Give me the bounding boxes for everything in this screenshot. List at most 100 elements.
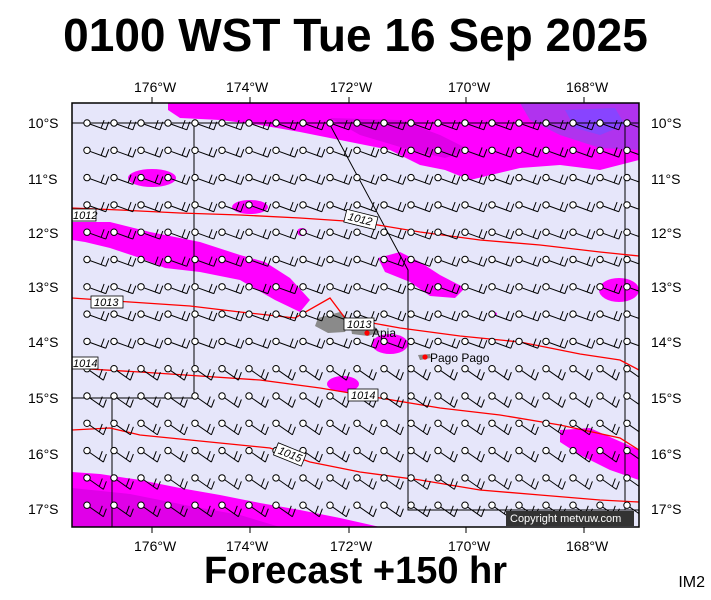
wind-station-dot: [596, 337, 604, 346]
wind-barb-feather: [537, 258, 542, 267]
wind-barb-feather: [262, 311, 267, 320]
wind-station-dot: [569, 255, 577, 264]
wind-station-dot: [245, 310, 253, 318]
wind-barb-feather: [646, 176, 649, 184]
apia-marker: [364, 330, 370, 336]
wind-barb-feather: [348, 230, 353, 240]
wind-station-dot: [326, 365, 334, 373]
wind-barb-feather: [449, 505, 454, 514]
wind-station-dot: [488, 365, 496, 373]
wind-station-dot: [353, 337, 361, 346]
wind-barb-feather: [426, 426, 431, 435]
wind-station-dot: [299, 474, 307, 482]
wind-station-dot: [137, 474, 145, 482]
wind-barb-feather: [105, 340, 110, 349]
wind-barb-feather: [289, 229, 294, 238]
wind-barb-feather: [314, 396, 319, 405]
wind-barb-feather: [98, 478, 103, 487]
wind-barb-feather: [559, 256, 564, 265]
wind-station-dot: [542, 146, 550, 155]
wind-barb-feather: [643, 427, 646, 435]
wind-barb-feather: [618, 203, 623, 212]
wind-barb-feather: [429, 312, 434, 322]
wind-station-dot: [164, 337, 172, 346]
wind-barb-feather: [586, 201, 591, 211]
wind-barb-feather: [105, 258, 110, 267]
wind-barb-feather: [480, 508, 485, 517]
wind-barb-feather: [181, 147, 186, 156]
wind-station-dot: [191, 392, 199, 400]
wind-barb-feather: [368, 369, 373, 378]
wind-barb-feather: [534, 399, 539, 408]
wind-barb-feather: [643, 399, 646, 407]
wind-barb-feather: [503, 423, 508, 433]
wind-station-dot: [326, 146, 334, 155]
wind-station-dot: [299, 310, 307, 318]
wind-station-dot: [326, 228, 334, 236]
wind-barb-feather: [370, 283, 375, 293]
wind-barb-feather: [613, 147, 618, 156]
wind-barb-feather: [402, 312, 407, 322]
wind-barb-feather: [422, 505, 427, 514]
wind-station-dot: [110, 501, 118, 509]
wind-barb-feather: [588, 399, 593, 408]
wind-station-dot: [218, 365, 226, 373]
wind-barb-feather: [451, 256, 456, 265]
wind-barb-feather: [451, 147, 456, 156]
wind-barb-feather: [100, 201, 105, 211]
wind-barb-feather: [424, 256, 429, 265]
wind-station-dot: [272, 201, 280, 209]
wind-barb-feather: [451, 201, 456, 211]
isobar-1015: [72, 427, 639, 503]
wind-station-dot: [353, 255, 361, 264]
wind-station-dot: [488, 146, 496, 155]
wind-station-dot: [272, 283, 280, 291]
wind-station-dot: [299, 501, 307, 509]
wind-station-dot: [83, 446, 91, 455]
wind-station-dot: [245, 283, 253, 291]
wind-barb-feather: [240, 285, 245, 294]
wind-barb-feather: [476, 423, 481, 433]
wind-barb-feather: [451, 229, 456, 238]
wind-barb-feather: [213, 176, 218, 185]
wind-barb-feather: [240, 148, 245, 158]
wind-barb-feather: [294, 121, 299, 131]
wind-barb-feather: [294, 340, 299, 349]
wind-barb-feather: [564, 285, 569, 294]
wind-barb-feather: [183, 371, 188, 381]
wind-station-dot: [272, 474, 280, 482]
wind-barb-feather: [210, 481, 215, 490]
wind-barb-feather: [591, 121, 596, 131]
wind-station-dot: [83, 255, 91, 264]
wind-barb-feather: [534, 426, 539, 435]
wind-barb-feather: [402, 285, 407, 294]
wind-barb-feather: [456, 148, 461, 158]
pago-pago-marker: [422, 354, 428, 360]
wind-barb-feather: [586, 256, 591, 265]
wind-station-dot: [326, 310, 334, 318]
wind-barb-feather: [586, 174, 591, 183]
wind-barb-feather: [483, 176, 488, 185]
wind-barb-feather: [316, 147, 321, 156]
wind-barb-feather: [154, 201, 159, 211]
wind-barb-feather: [615, 371, 620, 381]
wind-station-dot: [542, 337, 550, 346]
wind-station-dot: [218, 337, 226, 346]
wind-barb-feather: [618, 230, 623, 240]
wind-station-dot: [137, 446, 145, 455]
isobar-label: 1012: [73, 210, 97, 222]
wind-station-dot: [110, 283, 118, 291]
wind-barb-feather: [181, 229, 186, 238]
wind-station-dot: [596, 201, 604, 209]
wind-barb-feather: [267, 148, 272, 158]
wind-barb-feather: [510, 230, 515, 240]
wind-barb-feather: [152, 369, 157, 378]
wind-barb-feather: [289, 119, 294, 129]
wind-station-dot: [407, 365, 415, 373]
wind-barb-feather: [591, 148, 596, 158]
lat-label-right: 11°S: [651, 171, 680, 187]
wind-barb-feather: [314, 505, 319, 514]
wind-barb-feather: [591, 285, 596, 294]
lat-label-right: 14°S: [651, 334, 682, 350]
wind-barb-feather: [586, 311, 591, 320]
